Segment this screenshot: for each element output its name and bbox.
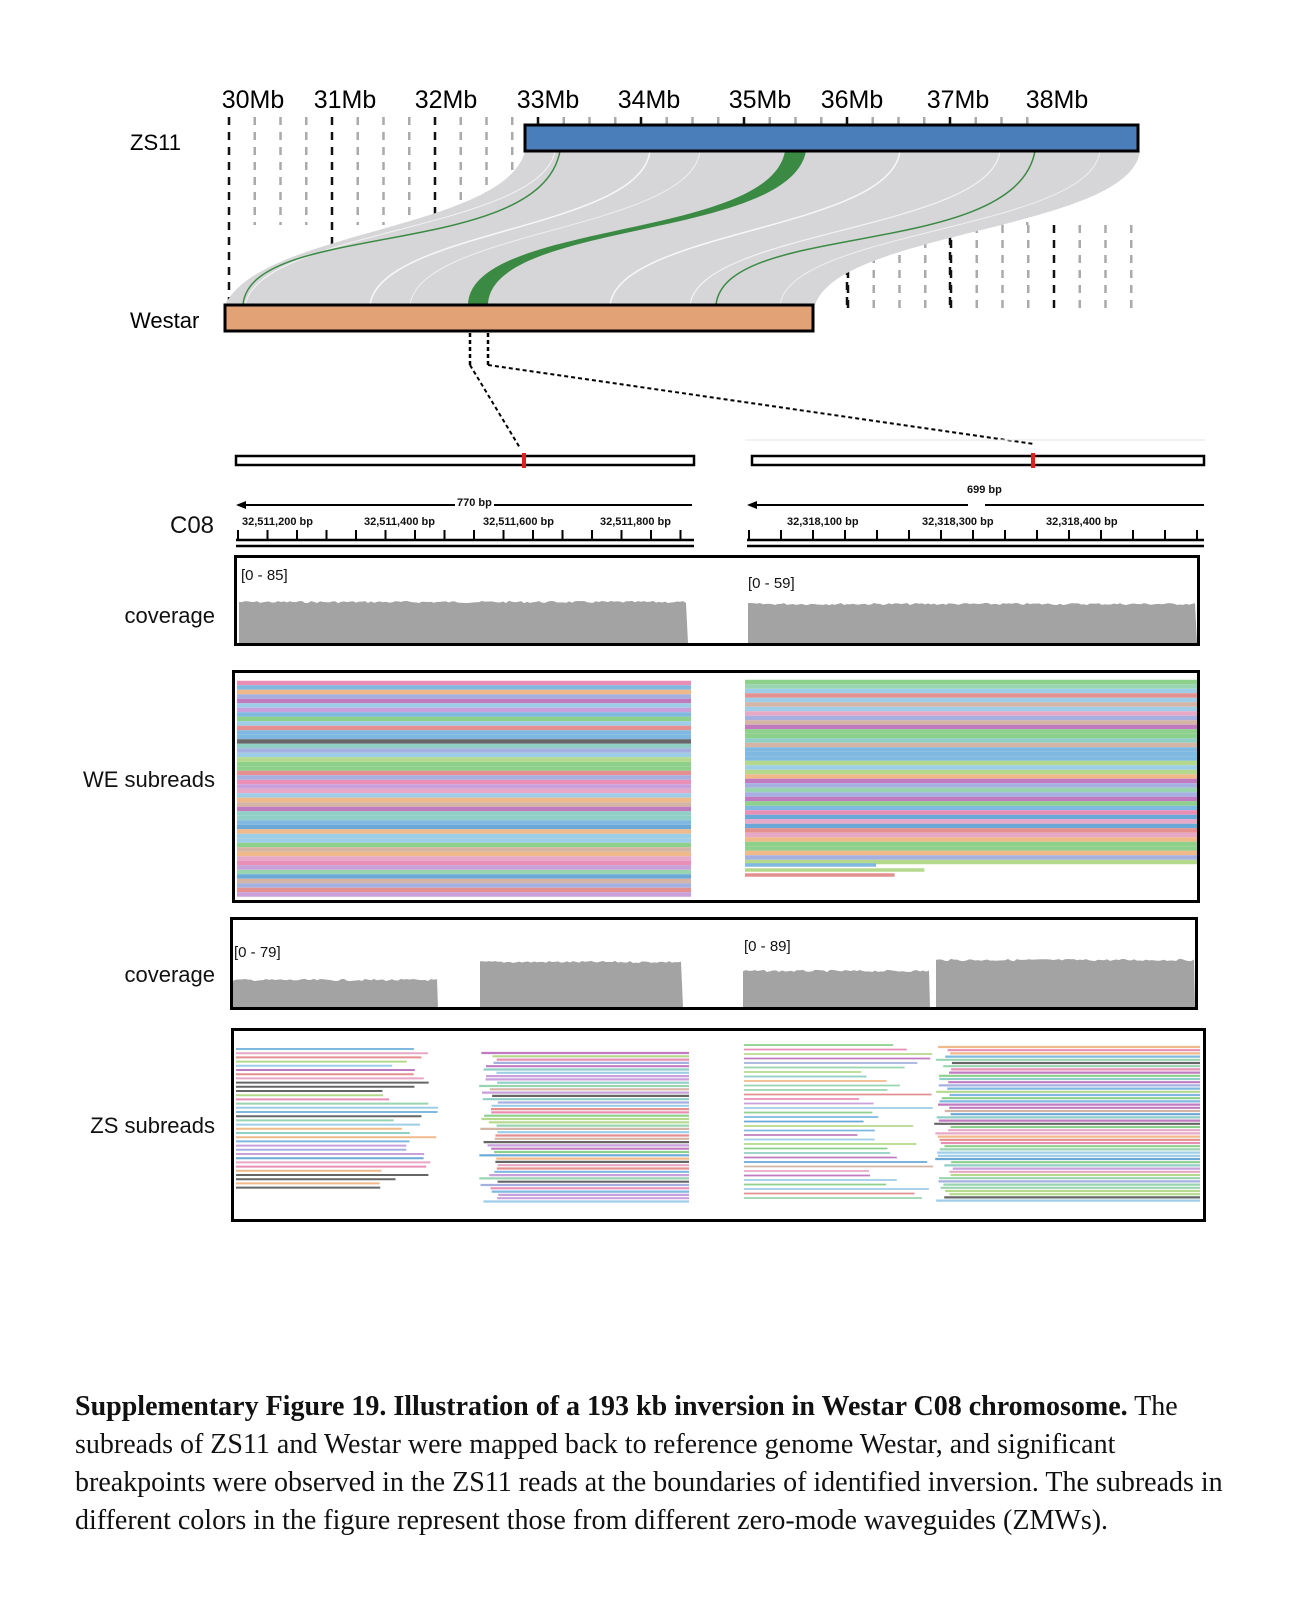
coverage-area — [936, 958, 1195, 1007]
zs-subreads-panel — [231, 1028, 1206, 1222]
ruler-position: 32,318,100 bp — [787, 516, 859, 528]
ruler-right — [747, 530, 1204, 548]
ruler-position: 32,511,400 bp — [364, 516, 435, 528]
zs-subreads-alignments — [236, 1044, 1200, 1203]
track-label-coverage: coverage — [124, 603, 215, 628]
zs11-label: ZS11 — [130, 130, 181, 155]
inversion-links — [242, 150, 1036, 306]
zs11-chromosome-bar — [523, 123, 1140, 153]
figure-caption: Supplementary Figure 19. Illustration of… — [75, 1388, 1235, 1540]
coverage-panel-westar: [0 - 85] [0 - 59] — [234, 555, 1200, 646]
mb-label: 34Mb — [618, 86, 681, 114]
coverage-area — [233, 978, 438, 1007]
span-label-right: 699 bp — [965, 484, 1004, 496]
ruler-position: 32,318,300 bp — [922, 516, 994, 528]
caption-body: The subreads of ZS11 and Westar were map… — [75, 1391, 1223, 1536]
track-label-zs-subreads: ZS subreads — [90, 1113, 215, 1138]
caption-title: Supplementary Figure 19. Illustration of… — [75, 1391, 1128, 1422]
mb-label: 38Mb — [1026, 86, 1089, 114]
mb-label: 31Mb — [314, 86, 377, 114]
coverage-panel-zs11: [0 - 79] [0 - 89] — [230, 917, 1198, 1010]
mb-label: 32Mb — [415, 86, 478, 114]
mb-label: 37Mb — [927, 86, 990, 114]
chromosome-label: C08 — [170, 512, 215, 539]
we-subreads-alignments — [237, 679, 1197, 897]
coverage-area — [748, 602, 1197, 643]
mb-label: 30Mb — [222, 86, 285, 114]
ideogram-right — [745, 439, 1206, 468]
figure-canvas: 30Mb 31Mb 32Mb 33Mb 34Mb 35Mb 36Mb 37Mb … — [130, 86, 1206, 548]
ruler-left — [236, 530, 694, 548]
coverage-histogram — [239, 600, 1197, 643]
ruler-position: 32,511,200 bp — [242, 516, 313, 528]
mb-label: 33Mb — [517, 86, 580, 114]
westar-chromosome-bar — [223, 303, 815, 333]
mb-axis-labels: 30Mb 31Mb 32Mb 33Mb 34Mb 35Mb 36Mb 37Mb … — [222, 86, 1089, 114]
ideogram-left — [234, 453, 696, 468]
track-label-we-subreads: WE subreads — [82, 767, 215, 792]
coverage-range-right: [0 - 89] — [744, 938, 791, 955]
we-subreads-panel — [232, 670, 1200, 903]
coverage-area — [239, 600, 688, 643]
span-indicator-right — [747, 501, 1204, 509]
inversion-band — [468, 151, 806, 305]
track-label-coverage: coverage — [124, 962, 215, 987]
coverage-area — [743, 969, 930, 1007]
coverage-range-left: [0 - 85] — [241, 567, 288, 584]
coverage-range-left: [0 - 79] — [234, 944, 281, 961]
ruler-position: 32,511,800 bp — [600, 516, 671, 528]
synteny-band — [225, 150, 1140, 306]
zoom-connectors — [468, 333, 1035, 449]
westar-label: Westar — [130, 308, 199, 333]
coverage-range-right: [0 - 59] — [748, 575, 795, 592]
ruler-position: 32,318,400 bp — [1046, 516, 1118, 528]
coverage-area — [480, 960, 683, 1007]
mb-label: 36Mb — [821, 86, 884, 114]
span-label-left: 770 bp — [455, 497, 494, 509]
mb-label: 35Mb — [729, 86, 792, 114]
ruler-position: 32,511,600 bp — [483, 516, 554, 528]
coverage-histogram — [233, 958, 1195, 1007]
